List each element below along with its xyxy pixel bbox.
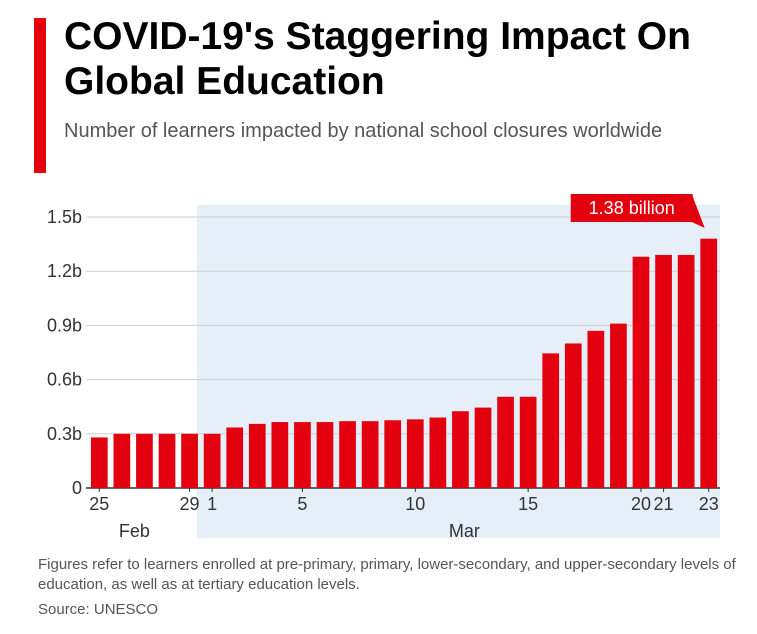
bar: [136, 433, 153, 488]
x-tick-label: 1: [207, 494, 217, 514]
bar: [181, 433, 198, 488]
bar: [248, 423, 266, 488]
bar: [113, 433, 131, 488]
bar: [677, 254, 695, 488]
y-tick-label: 0.9b: [47, 315, 82, 335]
bar: [519, 396, 537, 488]
x-tick-label: 29: [180, 494, 200, 514]
y-tick-label: 0: [72, 478, 82, 498]
month-label: Mar: [449, 521, 480, 541]
bar: [339, 421, 356, 488]
x-tick-label: 25: [89, 494, 109, 514]
x-tick-label: 23: [699, 494, 719, 514]
y-tick-label: 0.6b: [47, 370, 82, 390]
bar: [226, 427, 244, 488]
bar: [271, 422, 289, 488]
bar: [294, 422, 311, 488]
chart-title: COVID-19's Staggering Impact On Global E…: [64, 15, 691, 103]
bar: [361, 421, 379, 488]
bar: [452, 411, 469, 488]
x-tick-label: 20: [631, 494, 651, 514]
callout-label: 1.38 billion: [589, 198, 675, 218]
source-note: Source: UNESCO: [38, 601, 159, 618]
bar: [497, 396, 514, 488]
y-tick-label: 0.3b: [47, 424, 82, 444]
bar: [564, 343, 582, 488]
x-tick-label: 10: [405, 494, 425, 514]
bar: [542, 353, 560, 488]
x-tick-label: 15: [518, 494, 538, 514]
bar: [655, 254, 672, 488]
bar: [384, 420, 402, 488]
bar: [474, 407, 492, 488]
bar: [632, 256, 650, 488]
bar: [587, 330, 605, 488]
callout-pointer: [691, 194, 705, 228]
x-tick-label: 5: [297, 494, 307, 514]
x-tick-label: 21: [654, 494, 674, 514]
bar: [610, 323, 627, 488]
title-accent-bar: [34, 18, 46, 173]
bar: [316, 422, 334, 488]
bar: [700, 238, 718, 488]
bar: [429, 417, 447, 488]
bar: [90, 437, 108, 488]
callout-box: [570, 194, 693, 222]
y-tick-label: 1.2b: [47, 261, 82, 281]
y-tick-label: 1.5b: [47, 207, 82, 227]
bar: [203, 433, 221, 488]
bar: [406, 419, 424, 488]
chart-subtitle: Number of learners impacted by national …: [64, 120, 663, 142]
month-label: Feb: [119, 521, 150, 541]
footnote: Figures refer to learners enrolled at pr…: [38, 556, 736, 593]
bar: [158, 433, 176, 488]
